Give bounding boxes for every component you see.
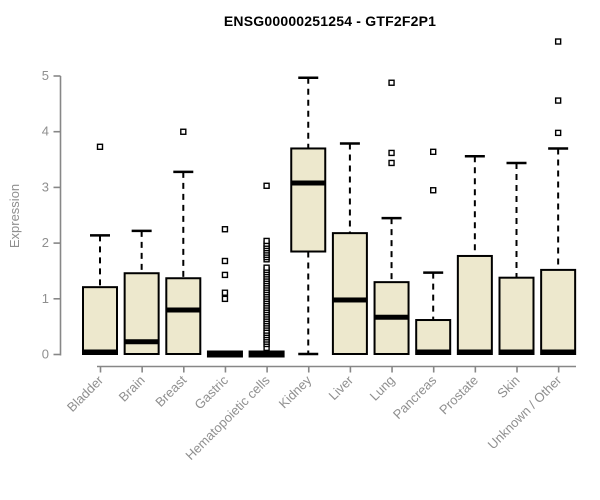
box-group bbox=[206, 226, 243, 358]
outlier-point bbox=[221, 257, 229, 265]
box-group bbox=[331, 142, 368, 355]
box-group bbox=[415, 148, 452, 356]
outlier-point bbox=[430, 148, 437, 156]
y-tick-label: 0 bbox=[42, 347, 49, 362]
box-rect bbox=[498, 276, 535, 356]
x-tick-label: Lung bbox=[367, 373, 398, 404]
median-line bbox=[332, 297, 367, 303]
x-tick-label: Gastric bbox=[191, 372, 231, 412]
box-rect bbox=[290, 147, 327, 253]
median-line bbox=[416, 349, 451, 355]
x-tick-label: Liver bbox=[325, 372, 356, 403]
box-group bbox=[248, 182, 285, 358]
y-tick-label: 5 bbox=[42, 68, 49, 83]
outlier-point bbox=[388, 79, 395, 86]
outlier-point bbox=[221, 271, 229, 279]
outlier-point bbox=[388, 149, 395, 157]
outlier-point bbox=[96, 143, 104, 150]
median-line bbox=[499, 349, 534, 355]
outlier-point bbox=[430, 187, 437, 194]
box-group bbox=[373, 79, 410, 355]
box-group bbox=[82, 143, 118, 355]
outlier-point bbox=[221, 295, 229, 303]
box-group bbox=[123, 229, 160, 355]
box-group bbox=[290, 76, 327, 356]
box-group bbox=[165, 128, 202, 355]
box-rect bbox=[331, 232, 368, 355]
x-tick-label: Skin bbox=[494, 373, 522, 401]
median-line bbox=[291, 180, 326, 186]
x-tick-label: Unknown / Other bbox=[485, 372, 565, 452]
median-line bbox=[166, 307, 201, 313]
outlier-point bbox=[263, 237, 270, 245]
y-tick-label: 2 bbox=[42, 235, 49, 250]
box-group bbox=[456, 155, 493, 355]
outlier-point bbox=[554, 38, 562, 45]
y-tick-label: 4 bbox=[42, 124, 49, 139]
x-tick-label: Kidney bbox=[276, 372, 315, 411]
y-tick-label: 1 bbox=[42, 291, 49, 306]
outlier-point bbox=[221, 226, 229, 233]
median-line bbox=[124, 339, 159, 345]
x-tick-label: Breast bbox=[152, 372, 189, 409]
box-group bbox=[540, 38, 577, 356]
x-tick-label: Prostate bbox=[436, 373, 481, 418]
outlier-point bbox=[221, 289, 229, 296]
y-tick-label: 3 bbox=[42, 179, 49, 194]
y-axis: 0 1 2 3 4 5 bbox=[42, 68, 62, 362]
outlier-point bbox=[388, 159, 395, 167]
x-tick-label: Brain bbox=[116, 373, 148, 405]
box-rect bbox=[456, 254, 493, 355]
collapsed-box bbox=[248, 350, 285, 358]
box-rect bbox=[415, 319, 452, 356]
box-group bbox=[498, 161, 535, 356]
outlier-point bbox=[263, 182, 270, 189]
median-line bbox=[457, 349, 492, 355]
x-tick-label: Bladder bbox=[64, 372, 107, 415]
outlier-point bbox=[263, 264, 270, 271]
outlier-point bbox=[180, 128, 187, 135]
outlier-point bbox=[554, 97, 562, 104]
chart-title: ENSG00000251254 - GTF2F2P1 bbox=[223, 13, 437, 29]
median-line bbox=[83, 349, 117, 355]
box-rect bbox=[165, 277, 202, 355]
box-rect bbox=[540, 268, 577, 356]
median-line bbox=[374, 314, 409, 320]
collapsed-box bbox=[206, 350, 243, 358]
outlier-point bbox=[554, 129, 562, 137]
median-line bbox=[541, 349, 576, 355]
x-tick-label: Pancreas bbox=[390, 372, 440, 422]
box-rect bbox=[82, 286, 118, 355]
